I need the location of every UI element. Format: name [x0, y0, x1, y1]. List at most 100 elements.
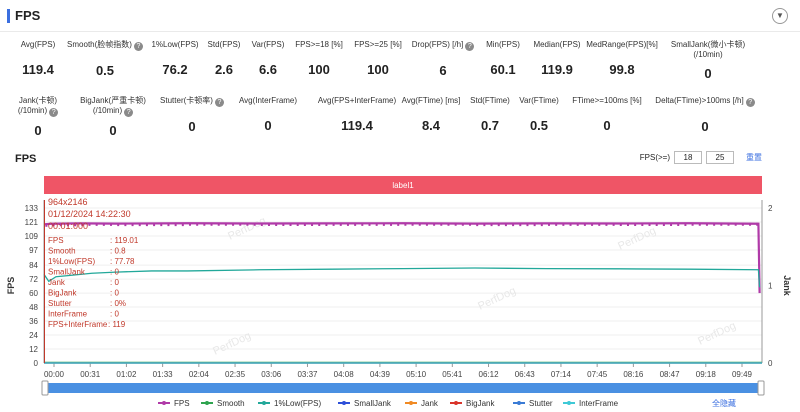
stat-value: 6.6: [258, 62, 278, 77]
fps-point: [95, 222, 98, 226]
reset-button[interactable]: 重置: [746, 153, 762, 162]
fps-point: [210, 222, 213, 226]
stat-fps-25: FPS>=25 [%] 100: [318, 40, 438, 77]
chart-section-title: FPS: [15, 153, 37, 165]
watermark: PerfDog: [696, 320, 738, 348]
tooltip-header: 964x2146: [48, 197, 88, 207]
stat-value: 0: [701, 119, 709, 134]
legend-item[interactable]: SmallJank: [354, 399, 392, 408]
fps-point: [59, 223, 62, 227]
chevron-down-icon[interactable]: ▼: [772, 8, 788, 24]
fps-point: [404, 222, 407, 226]
x-tick-label: 05:10: [406, 370, 427, 379]
fps-threshold-input-1[interactable]: 18: [674, 151, 702, 164]
fps-point: [562, 222, 565, 226]
fps-point: [411, 222, 414, 226]
fps-point: [713, 222, 716, 226]
fps-point: [605, 222, 608, 226]
legend-marker[interactable]: [567, 401, 571, 405]
fps-point: [390, 222, 393, 226]
tooltip-value: : 0: [110, 278, 119, 287]
stat-avg-interframe: Avg(InterFrame) 0: [208, 96, 328, 133]
stat-value: 2.6: [214, 62, 234, 77]
legend-marker[interactable]: [454, 401, 458, 405]
fps-point: [124, 223, 127, 227]
legend-marker[interactable]: [162, 401, 166, 405]
help-icon[interactable]: ?: [745, 98, 755, 107]
legend-item[interactable]: FPS: [174, 399, 190, 408]
fps-point: [239, 222, 242, 226]
tooltip-key: Jank: [48, 278, 66, 287]
help-icon[interactable]: ?: [133, 42, 143, 51]
fps-point: [569, 222, 572, 226]
tooltip-key: InterFrame: [48, 310, 88, 319]
stat-medrange-fps: MedRange(FPS)[%] 99.8: [562, 40, 682, 77]
legend-item[interactable]: Smooth: [217, 399, 245, 408]
legend-item[interactable]: InterFrame: [579, 399, 619, 408]
stat-smalljank: SmallJank(微小卡顿) (/10min) 0: [648, 40, 768, 81]
label-band: [44, 176, 762, 194]
fps-point: [138, 223, 141, 227]
fps-point: [598, 222, 601, 226]
x-tick-label: 09:49: [732, 370, 753, 379]
legend-marker[interactable]: [205, 401, 209, 405]
fps-point: [361, 222, 364, 226]
legend-marker[interactable]: [517, 401, 521, 405]
stat-value: 0: [109, 123, 117, 138]
stat-label-unit: (/10min)?: [53, 106, 173, 117]
tooltip-key: Smooth: [48, 247, 76, 256]
legend-marker[interactable]: [409, 401, 413, 405]
legend-item[interactable]: BigJank: [466, 399, 495, 408]
stat-avg-ftime-ms: Avg(FTime) [ms] 8.4: [371, 96, 491, 133]
stat-stutter: Stutter(卡顿率)? 0: [132, 96, 252, 134]
fps-point: [490, 223, 493, 227]
header-accent-bar: [7, 9, 10, 23]
fps-point: [469, 222, 472, 226]
fps-point: [196, 222, 199, 226]
fps-point: [655, 223, 658, 226]
tooltip-header: 01/12/2024 14:22:30: [48, 209, 131, 219]
fps-point: [311, 223, 314, 226]
toggle-all-button[interactable]: 全隐藏: [712, 398, 736, 408]
legend-item[interactable]: 1%Low(FPS): [274, 399, 321, 408]
legend-item[interactable]: Jank: [421, 399, 439, 408]
legend-item[interactable]: Stutter: [529, 399, 553, 408]
stat-label: Stutter(卡顿率)?: [132, 96, 252, 107]
stat-label: Min(FPS): [486, 40, 520, 49]
fps-point: [476, 223, 479, 227]
scrollbar-handle-left[interactable]: [41, 380, 49, 396]
fps-point: [677, 223, 680, 226]
fps-point: [267, 223, 270, 226]
fps-point: [282, 223, 285, 226]
stat-label: MedRange(FPS)[%]: [586, 40, 658, 49]
fps-point: [533, 223, 536, 227]
panel-header: FPS ▼: [0, 0, 800, 32]
scrollbar-handle-right[interactable]: [757, 380, 765, 396]
help-icon[interactable]: ?: [465, 42, 475, 51]
fps-point: [354, 222, 357, 226]
help-icon[interactable]: ?: [124, 108, 134, 117]
fps-point: [612, 222, 615, 226]
x-tick-label: 01:33: [153, 370, 174, 379]
help-icon[interactable]: ?: [49, 108, 59, 117]
legend-marker[interactable]: [262, 401, 266, 405]
x-tick-label: 09:18: [696, 370, 717, 379]
stat-value: 119.4: [341, 118, 373, 133]
y2-tick-label: 0: [768, 359, 773, 368]
tooltip-header: 00:01:000: [48, 221, 88, 231]
stat-label-unit: (/10min)?: [0, 106, 98, 117]
stat-min-fps: Min(FPS) 60.1: [443, 40, 563, 77]
stat-label: Var(FPS): [251, 40, 285, 49]
fps-point: [519, 223, 522, 227]
fps-point: [576, 222, 579, 226]
help-icon[interactable]: ?: [214, 98, 224, 107]
tooltip-key: BigJank: [48, 289, 77, 298]
time-range-scrollbar[interactable]: [44, 383, 762, 393]
legend-marker[interactable]: [342, 401, 346, 405]
stat-label: FPS>=25 [%]: [354, 40, 402, 49]
fps-point: [734, 222, 737, 226]
fps-threshold-input-2[interactable]: 25: [706, 151, 734, 164]
stat-delta-ftime-100ms-h: Delta(FTime)>100ms [/h]? 0: [645, 96, 765, 134]
stat-label-unit: (/10min): [693, 50, 723, 59]
stat-label: FTime>=100ms [%]: [572, 96, 642, 105]
